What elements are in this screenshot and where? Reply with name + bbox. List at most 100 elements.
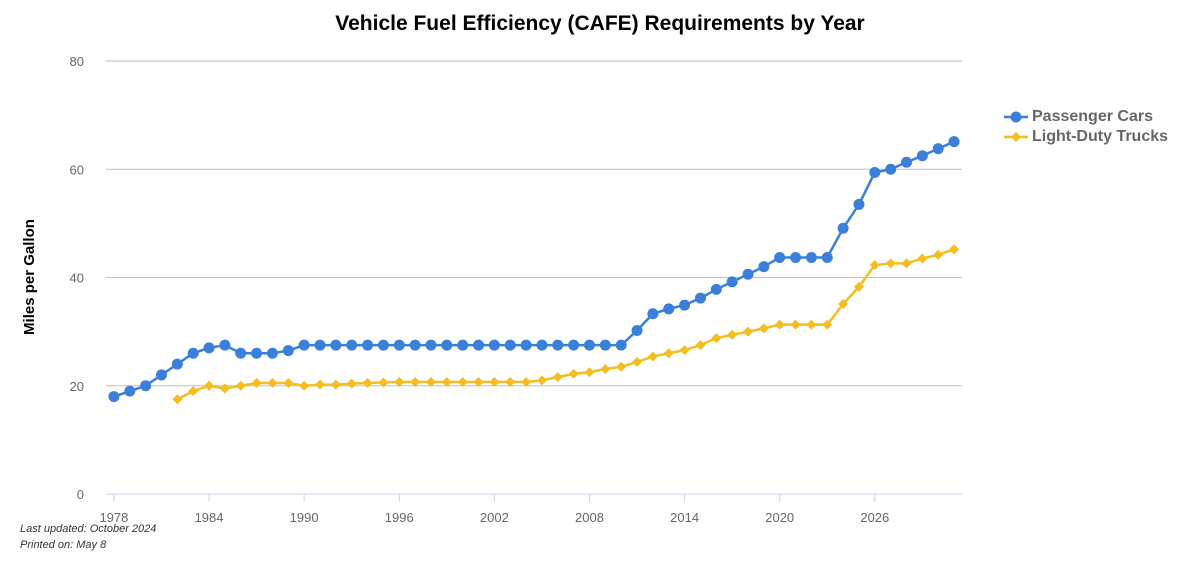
point (235, 347, 247, 359)
point (727, 329, 738, 340)
legend-label: Light-Duty Trucks (1032, 128, 1169, 145)
point (187, 347, 199, 359)
point (694, 292, 706, 304)
point (822, 319, 833, 330)
point (710, 283, 722, 295)
point (204, 380, 215, 391)
point (410, 376, 421, 387)
x-tick-label: 2026 (860, 510, 889, 525)
point (647, 351, 658, 362)
point (742, 268, 754, 280)
point (346, 339, 358, 351)
legend-item[interactable]: Passenger Cars (1004, 108, 1174, 126)
point (203, 342, 215, 354)
legend-item[interactable]: Light-Duty Trucks (1004, 128, 1174, 146)
note: Last updated: October 2024 (20, 523, 157, 535)
point (853, 281, 864, 292)
x-tick-label: 1978 (99, 510, 128, 525)
point (219, 383, 230, 394)
point (933, 249, 944, 260)
point (853, 198, 865, 210)
point (315, 379, 325, 390)
point (568, 339, 580, 351)
point (932, 143, 944, 155)
point (632, 356, 643, 367)
point (711, 333, 722, 344)
point (869, 166, 881, 178)
legend-key (1004, 111, 1028, 123)
legend-key (1004, 132, 1028, 142)
point (663, 348, 674, 359)
point (188, 386, 199, 397)
point (949, 244, 960, 255)
point (695, 340, 706, 351)
legend-marker (1010, 111, 1022, 123)
x-tick-label: 2008 (575, 510, 604, 525)
point (283, 378, 294, 389)
point (520, 339, 532, 351)
x-tick-label: 2014 (670, 510, 699, 525)
point (267, 378, 278, 389)
point (362, 339, 374, 351)
point (393, 339, 405, 351)
point (378, 377, 389, 388)
x-tick-label: 2002 (480, 510, 509, 525)
y-tick-label: 80 (70, 54, 84, 69)
point (314, 339, 326, 351)
point (473, 376, 484, 387)
point (948, 136, 960, 148)
point (298, 339, 310, 351)
point (409, 339, 421, 351)
point (473, 339, 485, 351)
point (917, 253, 928, 264)
point (805, 251, 817, 263)
point (425, 376, 436, 387)
point (679, 299, 691, 311)
point (299, 380, 310, 391)
point (726, 276, 738, 288)
point (330, 379, 341, 390)
legend-marker (1011, 132, 1021, 142)
point (821, 251, 833, 263)
point (504, 339, 516, 351)
point (758, 323, 769, 334)
point (663, 303, 675, 315)
point (743, 326, 753, 337)
y-tick-label: 20 (70, 379, 84, 394)
point (441, 376, 452, 387)
point (362, 378, 373, 389)
point (251, 347, 263, 359)
point (108, 391, 120, 403)
point (171, 358, 183, 370)
point (901, 156, 913, 168)
point (346, 378, 357, 389)
point (647, 308, 659, 320)
point (282, 345, 294, 357)
y-tick-label: 0 (77, 487, 84, 502)
point (521, 376, 532, 387)
point (600, 363, 611, 374)
point (838, 299, 849, 310)
point (457, 376, 468, 387)
series-line (176, 248, 955, 401)
point (869, 260, 880, 271)
point (552, 339, 564, 351)
point (505, 376, 516, 387)
point (172, 394, 183, 405)
point (536, 339, 548, 351)
point (806, 319, 817, 330)
legend-label: Passenger Cars (1032, 108, 1153, 125)
point (837, 222, 849, 234)
point (568, 368, 579, 379)
point (679, 345, 690, 356)
point (457, 339, 469, 351)
point (140, 380, 152, 392)
x-tick-label: 1984 (195, 510, 224, 525)
point (599, 339, 611, 351)
point (552, 372, 563, 383)
chart-title: Vehicle Fuel Efficiency (CAFE) Requireme… (335, 12, 864, 35)
y-axis-label: Miles per Gallon (21, 219, 38, 335)
point (330, 339, 342, 351)
point (616, 361, 627, 372)
